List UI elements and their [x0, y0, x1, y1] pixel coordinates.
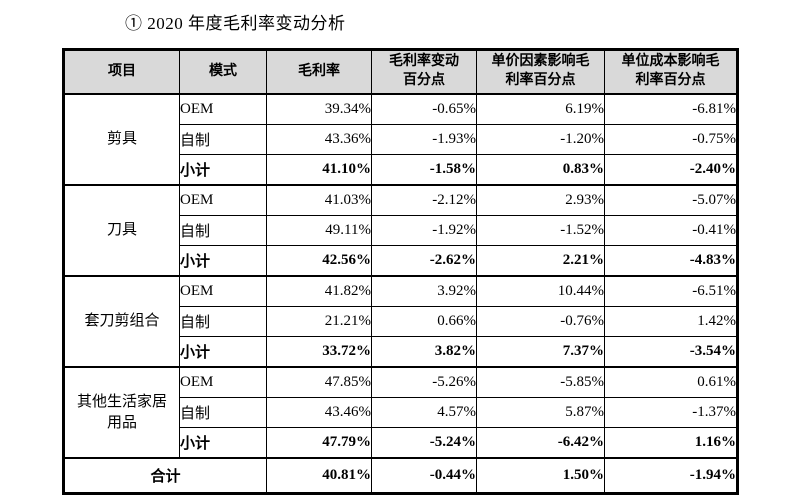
mode-cell: 自制 — [179, 397, 267, 428]
margin-change-cell: -0.44% — [371, 457, 477, 494]
table-row: 自制 43.36% -1.93% -1.20% -0.75% — [64, 124, 738, 155]
price-effect-cell: 6.19% — [476, 93, 605, 125]
price-effect-cell: -6.42% — [476, 427, 605, 459]
mode-cell: OEM — [179, 275, 267, 307]
gross-margin-cell: 47.85% — [266, 366, 372, 398]
col-header-cost-effect: 单位成本影响毛 利率百分点 — [604, 49, 738, 95]
gross-margin-cell: 40.81% — [266, 457, 372, 494]
cost-effect-cell: 1.16% — [604, 427, 738, 459]
mode-cell: 自制 — [179, 215, 267, 246]
margin-change-cell: 4.57% — [371, 397, 477, 428]
price-effect-cell: 0.83% — [476, 154, 605, 186]
mode-cell: 小计 — [179, 427, 267, 459]
gross-margin-cell: 39.34% — [266, 93, 372, 125]
gross-margin-cell: 41.10% — [266, 154, 372, 186]
cost-effect-cell: -0.41% — [604, 215, 738, 246]
col-header-price-effect: 单价因素影响毛 利率百分点 — [476, 49, 605, 95]
margin-change-cell: -1.92% — [371, 215, 477, 246]
margin-change-cell: -1.93% — [371, 124, 477, 155]
item-cell: 刀具 — [63, 184, 180, 277]
price-effect-cell: 7.37% — [476, 336, 605, 368]
table-row: 自制 43.46% 4.57% 5.87% -1.37% — [64, 397, 738, 428]
table-row: 自制 49.11% -1.92% -1.52% -0.41% — [64, 215, 738, 246]
price-effect-cell: -5.85% — [476, 366, 605, 398]
gross-margin-cell: 43.46% — [266, 397, 372, 428]
section-title: ① 2020 年度毛利率变动分析 — [125, 14, 346, 33]
cost-effect-cell: -0.75% — [604, 124, 738, 155]
cost-effect-cell: -1.37% — [604, 397, 738, 428]
margin-change-cell: -5.26% — [371, 366, 477, 398]
gross-margin-cell: 41.82% — [266, 275, 372, 307]
mode-cell: 自制 — [179, 124, 267, 155]
cost-effect-cell: 0.61% — [604, 366, 738, 398]
price-effect-cell: 5.87% — [476, 397, 605, 428]
table-row: 其他生活家居 用品 OEM 47.85% -5.26% -5.85% 0.61% — [63, 366, 738, 459]
gross-margin-cell: 47.79% — [266, 427, 372, 459]
margin-change-cell: 3.92% — [371, 275, 477, 307]
gross-margin-analysis-table: 项目 模式 毛利率 毛利率变动 百分点 单价因素影响毛 利率百分点 单位成本影响… — [62, 48, 739, 495]
price-effect-cell: 2.93% — [476, 184, 605, 216]
mode-cell: OEM — [179, 366, 267, 398]
table-row: 刀具 OEM 41.03% -2.12% 2.93% -5.07% — [63, 184, 738, 277]
price-effect-cell: 1.50% — [476, 457, 605, 494]
item-cell: 其他生活家居 用品 — [63, 366, 180, 459]
table-row: 自制 21.21% 0.66% -0.76% 1.42% — [64, 306, 738, 337]
mode-cell: OEM — [179, 184, 267, 216]
total-label-cell: 合计 — [63, 457, 267, 494]
cost-effect-cell: -1.94% — [604, 457, 738, 494]
gross-margin-cell: 33.72% — [266, 336, 372, 368]
col-header-item: 项目 — [63, 49, 180, 95]
mode-cell: 小计 — [179, 245, 267, 277]
col-header-margin-change: 毛利率变动 百分点 — [371, 49, 477, 95]
item-cell: 剪具 — [63, 93, 180, 186]
cost-effect-cell: -2.40% — [604, 154, 738, 186]
gross-margin-cell: 41.03% — [266, 184, 372, 216]
margin-change-cell: -5.24% — [371, 427, 477, 459]
gross-margin-cell: 43.36% — [266, 124, 372, 155]
mode-cell: 小计 — [179, 336, 267, 368]
mode-cell: 小计 — [179, 154, 267, 186]
mode-cell: OEM — [179, 93, 267, 125]
price-effect-cell: -1.20% — [476, 124, 605, 155]
cost-effect-cell: -4.83% — [604, 245, 738, 277]
gross-margin-cell: 42.56% — [266, 245, 372, 277]
header-row: 项目 模式 毛利率 毛利率变动 百分点 单价因素影响毛 利率百分点 单位成本影响… — [63, 49, 738, 95]
price-effect-cell: -0.76% — [476, 306, 605, 337]
col-header-gross-margin: 毛利率 — [266, 49, 372, 95]
subtotal-row: 小计 42.56% -2.62% 2.21% -4.83% — [64, 245, 738, 277]
margin-change-cell: -1.58% — [371, 154, 477, 186]
col-header-mode: 模式 — [179, 49, 267, 95]
margin-change-cell: -2.12% — [371, 184, 477, 216]
mode-cell: 自制 — [179, 306, 267, 337]
margin-change-cell: -2.62% — [371, 245, 477, 277]
gross-margin-cell: 21.21% — [266, 306, 372, 337]
cost-effect-cell: -3.54% — [604, 336, 738, 368]
cost-effect-cell: -6.51% — [604, 275, 738, 307]
price-effect-cell: -1.52% — [476, 215, 605, 246]
item-cell: 套刀剪组合 — [63, 275, 180, 368]
margin-change-cell: 0.66% — [371, 306, 477, 337]
price-effect-cell: 10.44% — [476, 275, 605, 307]
cost-effect-cell: -5.07% — [604, 184, 738, 216]
gross-margin-cell: 49.11% — [266, 215, 372, 246]
cost-effect-cell: -6.81% — [604, 93, 738, 125]
subtotal-row: 小计 33.72% 3.82% 7.37% -3.54% — [64, 336, 738, 368]
cost-effect-cell: 1.42% — [604, 306, 738, 337]
margin-change-cell: 3.82% — [371, 336, 477, 368]
total-row: 合计 40.81% -0.44% 1.50% -1.94% — [63, 457, 738, 494]
margin-change-cell: -0.65% — [371, 93, 477, 125]
subtotal-row: 小计 41.10% -1.58% 0.83% -2.40% — [64, 154, 738, 186]
table-row: 套刀剪组合 OEM 41.82% 3.92% 10.44% -6.51% — [63, 275, 738, 368]
price-effect-cell: 2.21% — [476, 245, 605, 277]
table-row: 剪具 OEM 39.34% -0.65% 6.19% -6.81% — [63, 93, 738, 186]
